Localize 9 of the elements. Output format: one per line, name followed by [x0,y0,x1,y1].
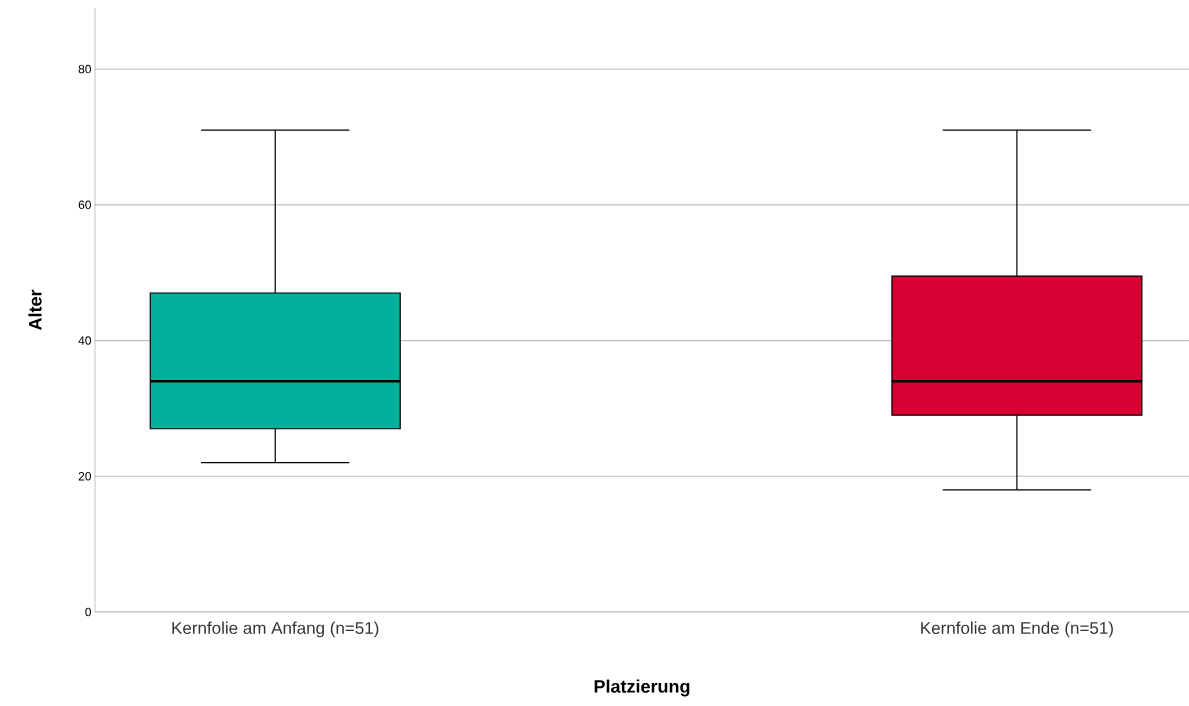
x-tick-label: Kernfolie am Anfang (n=51) [172,621,379,638]
y-tick-label: 80 [78,64,92,74]
y-tick-label: 20 [78,472,92,481]
x-axis-title: Platzierung [594,679,690,697]
y-tick-label: 60 [78,200,92,210]
x-tick-label: Kernfolie am Ende (n=51) [921,621,1113,638]
y-tick-label: 40 [78,336,92,345]
y-axis-title: Alter [28,289,42,331]
y-tick-label: 0 [85,607,92,617]
